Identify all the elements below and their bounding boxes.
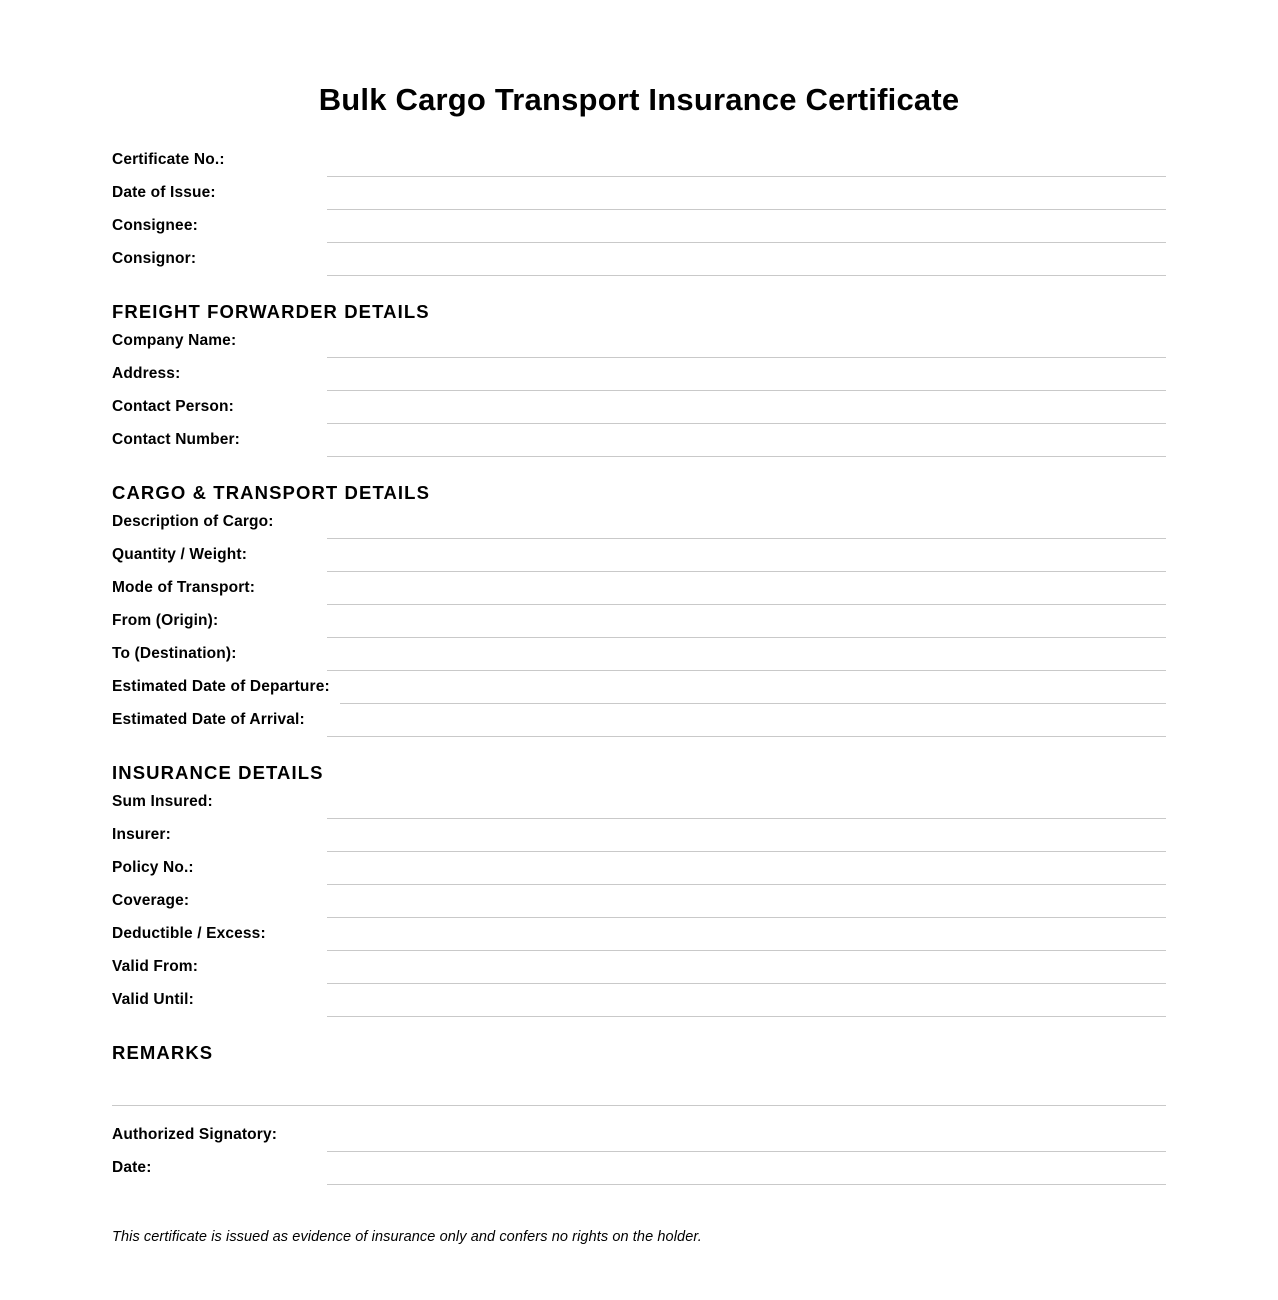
form-section: CARGO & TRANSPORT DETAILS Description of … (112, 463, 1166, 743)
field-input-line[interactable] (327, 736, 1166, 737)
field-input-line[interactable] (339, 703, 1166, 704)
field-label: Deductible / Excess: (112, 925, 266, 942)
field-input-line[interactable] (327, 275, 1166, 276)
field-row: Company Name: (112, 331, 1166, 364)
field-row: Address: (112, 364, 1166, 397)
remarks-section: REMARKS (112, 1023, 1166, 1106)
field-row: Insurer: (112, 825, 1166, 858)
field-label: Address: (112, 365, 181, 382)
field-row: From (Origin): (112, 611, 1166, 644)
field-row: Mode of Transport: (112, 578, 1166, 611)
field-row: Contact Person: (112, 397, 1166, 430)
field-row: Sum Insured: (112, 792, 1166, 825)
field-label: Contact Number: (112, 431, 240, 448)
field-row: Date: (112, 1158, 1166, 1191)
field-label: Estimated Date of Arrival: (112, 711, 305, 728)
field-row: Contact Number: (112, 430, 1166, 463)
field-row: Quantity / Weight: (112, 545, 1166, 578)
section-heading: INSURANCE DETAILS (112, 762, 324, 783)
field-label: Valid From: (112, 958, 199, 975)
field-input-line[interactable] (327, 884, 1166, 885)
remarks-input-line[interactable] (112, 1105, 1166, 1106)
field-input-line[interactable] (327, 571, 1166, 572)
field-label: Authorized Signatory: (112, 1126, 278, 1143)
field-row: Consignor: (112, 249, 1166, 282)
field-label: Quantity / Weight: (112, 546, 248, 563)
field-row: To (Destination): (112, 644, 1166, 677)
field-label: Insurer: (112, 826, 171, 843)
field-input-line[interactable] (327, 423, 1166, 424)
field-input-line[interactable] (327, 983, 1166, 984)
field-row: Deductible / Excess: (112, 924, 1166, 957)
field-input-line[interactable] (327, 242, 1166, 243)
field-label: Contact Person: (112, 398, 234, 415)
field-input-line[interactable] (327, 1151, 1166, 1152)
field-row: Date of Issue: (112, 183, 1166, 216)
field-input-line[interactable] (327, 670, 1166, 671)
field-row: Valid Until: (112, 990, 1166, 1023)
field-row: Estimated Date of Arrival: (112, 710, 1166, 743)
field-input-line[interactable] (327, 950, 1166, 951)
field-row: Policy No.: (112, 858, 1166, 891)
field-input-line[interactable] (327, 917, 1166, 918)
field-label: Description of Cargo: (112, 513, 274, 530)
sections-container: FREIGHT FORWARDER DETAILS Company Name: Ad… (112, 282, 1166, 1023)
field-label: Coverage: (112, 892, 190, 909)
field-input-line[interactable] (327, 390, 1166, 391)
field-input-line[interactable] (327, 538, 1166, 539)
field-row: Certificate No.: (112, 150, 1166, 183)
field-label: Estimated Date of Departure: (112, 678, 330, 695)
field-input-line[interactable] (327, 818, 1166, 819)
field-row: Consignee: (112, 216, 1166, 249)
field-input-line[interactable] (327, 1184, 1166, 1185)
field-label: Policy No.: (112, 859, 194, 876)
form-section: FREIGHT FORWARDER DETAILS Company Name: Ad… (112, 282, 1166, 463)
field-input-line[interactable] (327, 357, 1166, 358)
field-label: Sum Insured: (112, 793, 213, 810)
field-label: To (Destination): (112, 645, 237, 662)
field-input-line[interactable] (327, 176, 1166, 177)
field-label: Date: (112, 1159, 152, 1176)
field-row: Valid From: (112, 957, 1166, 990)
field-label: Certificate No.: (112, 151, 225, 168)
field-label: Consignee: (112, 217, 198, 234)
field-input-line[interactable] (327, 851, 1166, 852)
field-input-line[interactable] (327, 456, 1166, 457)
field-label: From (Origin): (112, 612, 219, 629)
field-label: Company Name: (112, 332, 237, 349)
field-input-line[interactable] (327, 604, 1166, 605)
field-label: Mode of Transport: (112, 579, 256, 596)
remarks-heading: REMARKS (112, 1042, 214, 1063)
field-input-line[interactable] (327, 1016, 1166, 1017)
field-label: Valid Until: (112, 991, 194, 1008)
field-row: Description of Cargo: (112, 512, 1166, 545)
header-fields-group: Certificate No.: Date of Issue: Consignee:… (112, 150, 1166, 282)
page-title: Bulk Cargo Transport Insurance Certifica… (318, 82, 960, 117)
field-input-line[interactable] (327, 637, 1166, 638)
section-heading: CARGO & TRANSPORT DETAILS (112, 482, 431, 503)
footer-disclaimer: This certificate is issued as evidence o… (112, 1229, 702, 1245)
field-row: Estimated Date of Departure: (112, 677, 1166, 710)
field-row: Coverage: (112, 891, 1166, 924)
field-label: Date of Issue: (112, 184, 216, 201)
field-input-line[interactable] (327, 209, 1166, 210)
signature-fields-group: Authorized Signatory: Date: (112, 1125, 1166, 1191)
field-label: Consignor: (112, 250, 197, 267)
field-row: Authorized Signatory: (112, 1125, 1166, 1158)
form-section: INSURANCE DETAILS Sum Insured: Insurer: Pol… (112, 743, 1166, 1023)
section-heading: FREIGHT FORWARDER DETAILS (112, 301, 430, 322)
